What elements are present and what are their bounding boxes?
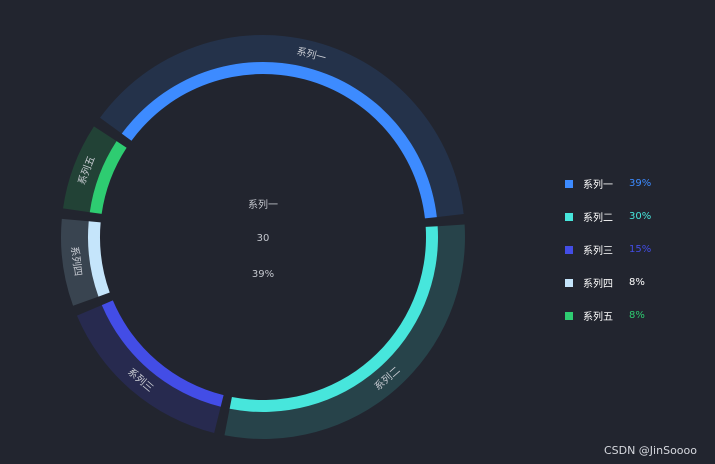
legend-label: 系列五: [583, 312, 613, 323]
legend-percent: 30%: [629, 211, 652, 222]
slice-outer-1[interactable]: [99, 35, 464, 218]
slice-outer-2[interactable]: [224, 224, 465, 439]
center-value: 30: [256, 233, 270, 244]
legend-percent: 8%: [629, 310, 645, 321]
legend-label: 系列四: [583, 279, 613, 290]
slice-outer-5[interactable]: [63, 126, 117, 213]
slice-1[interactable]: [121, 62, 437, 219]
legend-item[interactable]: 系列一 39%: [565, 167, 651, 200]
legend-swatch-icon: [565, 245, 573, 254]
legend-label: 系列三: [583, 246, 613, 257]
slice-outer-4[interactable]: [61, 218, 99, 306]
legend: 系列一 39% 系列二 30% 系列三 15% 系列四 8% 系列五 8%: [565, 167, 651, 332]
legend-percent: 15%: [629, 244, 652, 255]
legend-swatch-icon: [565, 179, 573, 188]
legend-swatch-icon: [565, 278, 573, 287]
legend-label: 系列二: [583, 213, 613, 224]
legend-percent: 39%: [629, 178, 652, 189]
legend-item[interactable]: 系列三 15%: [565, 233, 651, 266]
legend-swatch-icon: [565, 212, 573, 221]
slice-label-4: 系列四: [68, 245, 85, 276]
watermark: CSDN @JinSoooo: [603, 444, 697, 457]
slice-2[interactable]: [229, 226, 438, 412]
slice-4[interactable]: [88, 221, 110, 297]
slice-outer-3[interactable]: [76, 305, 221, 434]
legend-item[interactable]: 系列二 30%: [565, 200, 651, 233]
legend-item[interactable]: 系列四 8%: [565, 266, 651, 299]
slice-3[interactable]: [101, 300, 224, 407]
slice-5[interactable]: [89, 141, 127, 214]
legend-item[interactable]: 系列五 8%: [565, 299, 651, 332]
legend-swatch-icon: [565, 311, 573, 320]
center-percent: 39%: [251, 269, 275, 280]
legend-label: 系列一: [583, 180, 613, 191]
center-series-name: 系列一: [248, 200, 278, 211]
legend-percent: 8%: [629, 277, 645, 288]
